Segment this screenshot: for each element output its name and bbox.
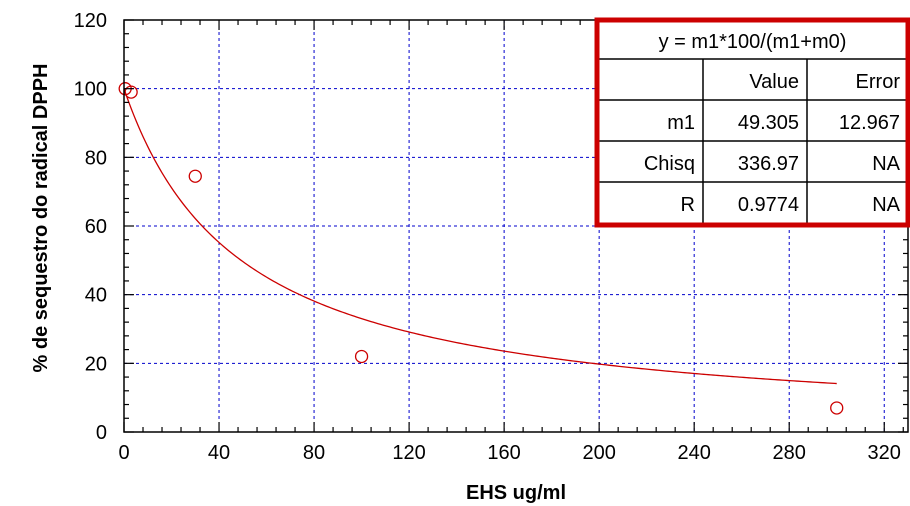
x-tick-label: 200 — [582, 442, 615, 464]
fit-table-cell: NA — [872, 194, 900, 216]
fit-table-cell: R — [681, 194, 695, 216]
x-tick-label: 320 — [868, 442, 901, 464]
fit-table-header-cell: Value — [749, 71, 799, 93]
y-axis-title: % de sequestro do radical DPPH — [30, 64, 52, 373]
fit-table-cell: Chisq — [644, 153, 695, 175]
fit-table-header-cell: Error — [856, 71, 901, 93]
x-tick-label: 280 — [773, 442, 806, 464]
data-point — [830, 401, 844, 415]
y-tick-label: 20 — [85, 353, 107, 375]
y-tick-label: 60 — [85, 216, 107, 238]
x-tick-label: 0 — [118, 442, 129, 464]
fit-table-background — [597, 20, 908, 225]
x-tick-label: 240 — [677, 442, 710, 464]
y-tick-label: 100 — [74, 79, 107, 101]
fit-curve — [123, 88, 837, 385]
x-tick-label: 80 — [303, 442, 325, 464]
fit-table-cell: 0.9774 — [738, 194, 799, 216]
fit-table-cell: NA — [872, 153, 900, 175]
y-tick-label: 40 — [85, 285, 107, 307]
data-point — [188, 169, 202, 183]
fit-table-border — [594, 17, 910, 228]
x-tick-label: 40 — [208, 442, 230, 464]
fit-curve-layer — [123, 88, 837, 385]
x-tick-label: 160 — [487, 442, 520, 464]
x-axis-title: EHS ug/ml — [466, 482, 566, 504]
fit-equation: y = m1*100/(m1+m0) — [659, 31, 847, 53]
fit-table-cell: 336.97 — [738, 153, 799, 175]
data-point — [354, 349, 369, 364]
data-point — [124, 85, 138, 99]
x-tick-label: 120 — [392, 442, 425, 464]
y-tick-labels: 0 20 40 60 80 100 120 — [74, 10, 107, 444]
y-tick-label: 0 — [96, 422, 107, 444]
y-tick-label: 120 — [74, 10, 107, 32]
fit-table-cell: 12.967 — [839, 112, 900, 134]
fit-table-cell: m1 — [667, 112, 695, 134]
x-tick-labels: 0 40 80 120 160 200 240 280 320 — [118, 442, 900, 464]
y-tick-label: 80 — [85, 147, 107, 169]
fit-table: y = m1*100/(m1+m0) Value Error m1 49.305 12.9… — [594, 17, 910, 228]
fit-table-cell: 49.305 — [738, 112, 799, 134]
